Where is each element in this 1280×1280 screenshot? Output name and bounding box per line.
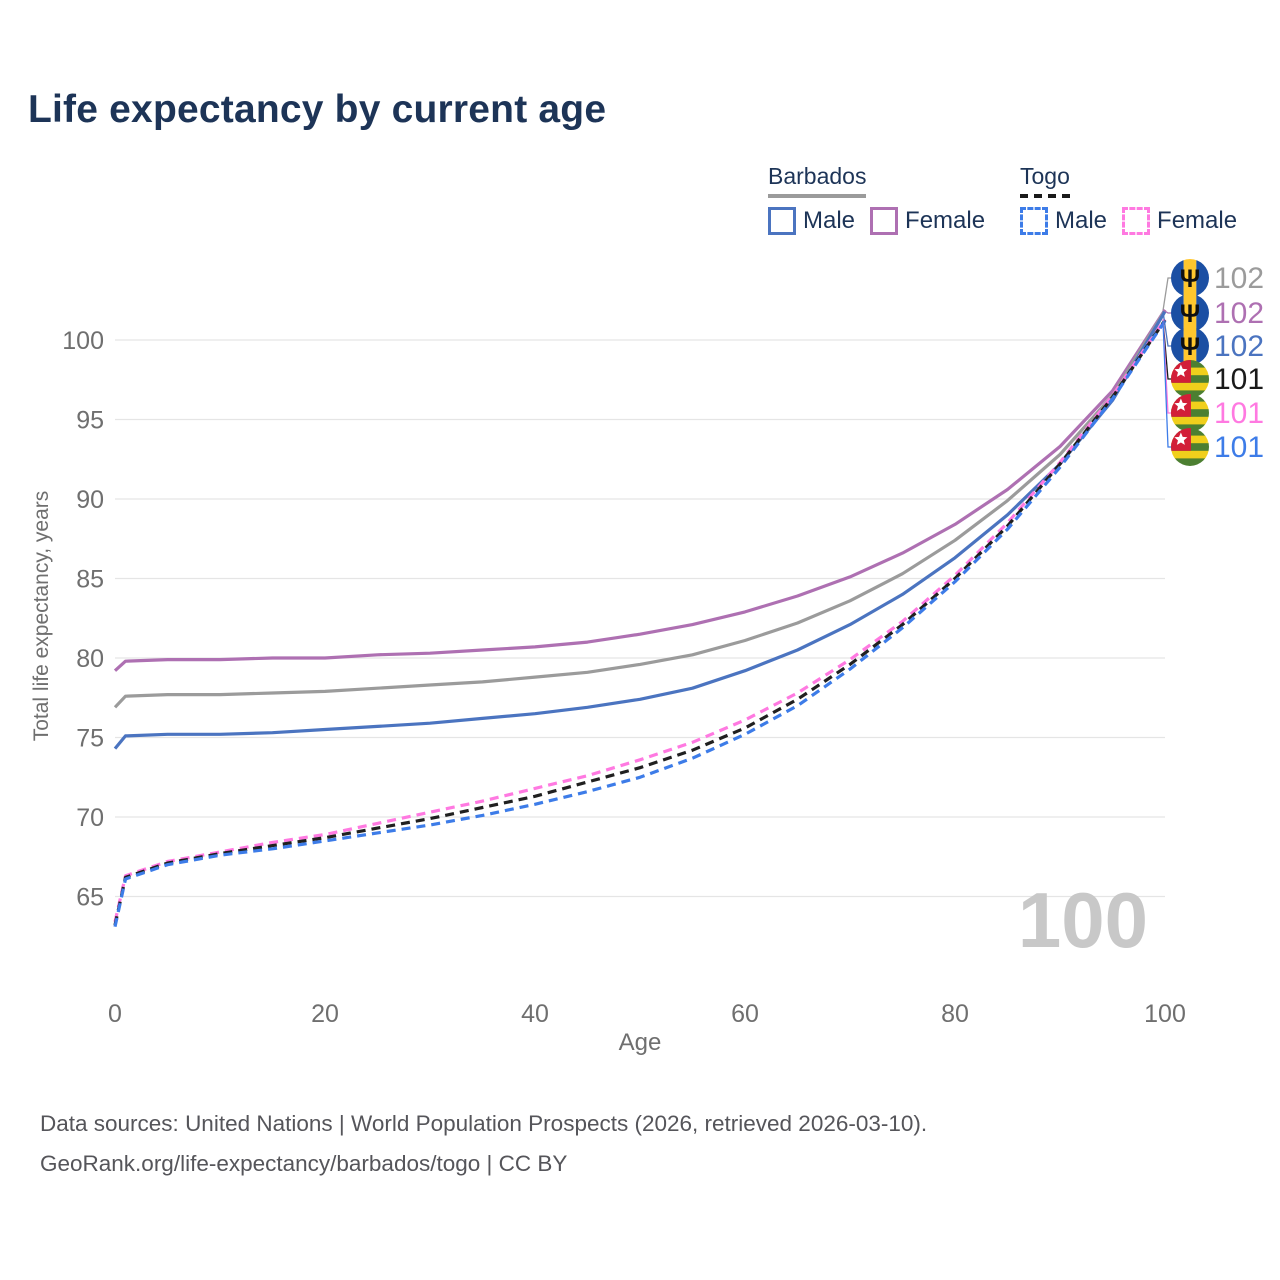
- series-line-togo_male: [113, 320, 1167, 928]
- legend-item-togo-male[interactable]: Male: [1020, 207, 1107, 235]
- legend-swatch-icon: [1020, 207, 1048, 235]
- flag-icon-barbados: Ψ: [1171, 259, 1209, 297]
- trident-icon: Ψ: [1180, 265, 1200, 293]
- y-tick-label: 65: [76, 884, 104, 912]
- legend-country-label: Togo: [1020, 163, 1070, 198]
- series-line-togo_female: [113, 318, 1167, 923]
- y-tick-label: 70: [76, 804, 104, 832]
- end-value-label: 102: [1214, 262, 1264, 295]
- legend-item-togo-female[interactable]: Female: [1122, 207, 1237, 235]
- end-value-label: 102: [1214, 330, 1264, 363]
- end-value-label: 101: [1214, 363, 1264, 396]
- legend-swatch-icon: [870, 207, 899, 235]
- flag-icon-togo: [1171, 360, 1209, 398]
- x-tick-label: 0: [108, 1000, 122, 1028]
- x-tick-label: 40: [521, 1000, 549, 1028]
- end-value-label: 101: [1214, 431, 1264, 464]
- end-value-label: 101: [1214, 397, 1264, 430]
- legend-country-label: Barbados: [768, 163, 867, 198]
- trident-icon: Ψ: [1180, 300, 1200, 328]
- star-icon: [1174, 364, 1188, 377]
- legend-items: Male Female: [768, 207, 985, 235]
- footer-url-line: GeoRank.org/life-expectancy/barbados/tog…: [40, 1151, 568, 1176]
- star-icon: [1174, 432, 1188, 445]
- series-line-barbados_male: [113, 310, 1167, 750]
- leader-line: [1162, 320, 1171, 448]
- y-axis-title: Total life expectancy, years: [30, 491, 53, 742]
- series-line-barbados_female: [113, 308, 1167, 672]
- legend-swatch-icon: [1122, 207, 1151, 235]
- y-tick-label: 85: [76, 566, 104, 594]
- legend-group-togo: Togo Male Female: [1020, 163, 1237, 235]
- star-icon: [1174, 398, 1188, 411]
- series-line-barbados_both: [113, 309, 1167, 709]
- x-tick-label: 100: [1144, 1000, 1186, 1028]
- legend: Barbados Male Female Togo Male Female: [0, 163, 1280, 243]
- leader-line: [1162, 277, 1171, 311]
- legend-group-barbados: Barbados Male Female: [768, 163, 985, 235]
- footer-source-line: Data sources: United Nations | World Pop…: [40, 1111, 928, 1136]
- flag-icon-barbados: Ψ: [1171, 294, 1209, 332]
- y-tick-label: 90: [76, 486, 104, 514]
- leader-line: [1162, 309, 1171, 314]
- flag-icon-barbados: Ψ: [1171, 327, 1209, 365]
- y-tick-label: 75: [76, 725, 104, 753]
- x-tick-label: 20: [311, 1000, 339, 1028]
- legend-country-name: Togo: [1020, 163, 1070, 189]
- age-watermark: 100: [1018, 876, 1148, 964]
- leader-line: [1162, 311, 1171, 347]
- x-tick-label: 80: [941, 1000, 969, 1028]
- legend-items: Male Female: [1020, 207, 1237, 235]
- y-tick-label: 95: [76, 407, 104, 435]
- series-line-togo_both: [113, 319, 1167, 926]
- legend-item-label: Female: [905, 207, 986, 234]
- y-tick-label: 100: [62, 327, 104, 355]
- legend-item-label: Female: [1157, 207, 1238, 234]
- legend-country-line-swatch: [1020, 194, 1070, 198]
- chart-title: Life expectancy by current age: [28, 88, 607, 131]
- flag-icon-togo: [1171, 428, 1209, 466]
- legend-swatch-icon: [768, 207, 796, 235]
- legend-country-name: Barbados: [768, 163, 867, 189]
- flag-icon-togo: [1171, 394, 1209, 432]
- x-axis-title: Age: [619, 1029, 662, 1056]
- x-tick-label: 60: [731, 1000, 759, 1028]
- legend-country-line-swatch: [768, 194, 867, 198]
- end-value-label: 102: [1214, 297, 1264, 330]
- legend-item-label: Male: [1055, 207, 1108, 234]
- legend-item-barbados-male[interactable]: Male: [768, 207, 855, 235]
- trident-icon: Ψ: [1180, 333, 1200, 361]
- y-tick-label: 80: [76, 645, 104, 673]
- legend-item-barbados-female[interactable]: Female: [870, 207, 985, 235]
- legend-item-label: Male: [803, 207, 856, 234]
